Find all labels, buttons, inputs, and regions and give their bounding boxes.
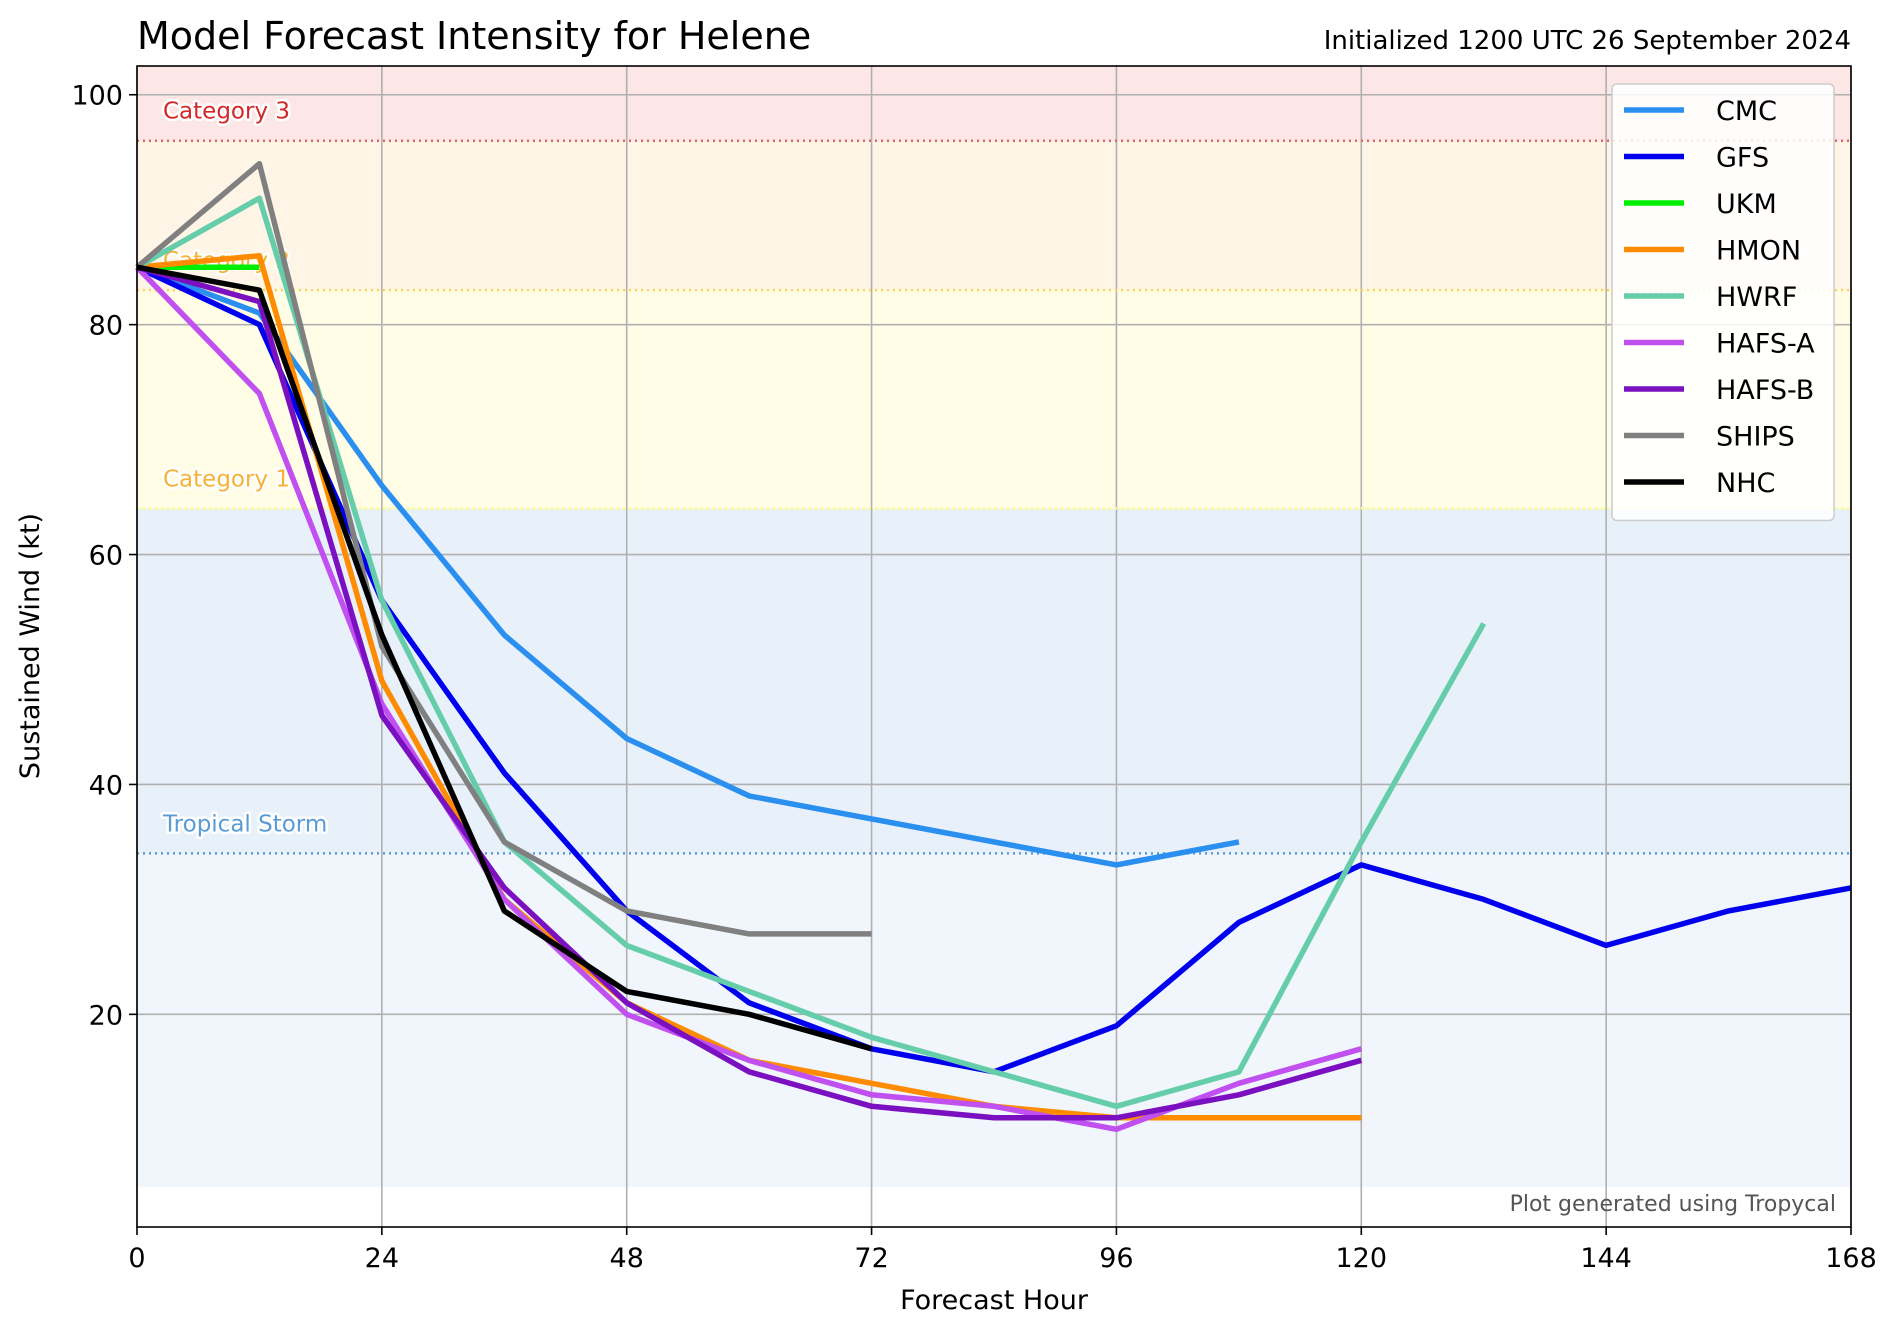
- series-line-nhc: [136, 264, 873, 1052]
- legend-label: CMC: [1716, 96, 1777, 127]
- legend-label: HAFS-B: [1716, 375, 1814, 406]
- x-axis-ticks: 0 24 48 72 96 120 144 168: [128, 1227, 1877, 1274]
- chart-subtitle: Initialized 1200 UTC 26 September 2024: [1324, 26, 1851, 56]
- series-line-hwrf: [135, 195, 1487, 1110]
- chart-title: Model Forecast Intensity for Helene: [137, 14, 811, 58]
- category-label: Tropical Storm: [162, 811, 327, 837]
- series-lines: [135, 160, 1852, 1133]
- band-3: [137, 140, 1851, 291]
- x-tick-label: 168: [1825, 1243, 1877, 1274]
- y-tick-label: 20: [89, 1000, 123, 1031]
- category-threshold-lines: [137, 139, 1851, 855]
- x-tick-label: 72: [854, 1243, 888, 1274]
- x-tick-label: 48: [610, 1243, 644, 1274]
- y-tick-label: 100: [71, 81, 123, 112]
- y-axis-ticks: 20 40 60 80 100: [71, 81, 137, 1031]
- series-line-hafs-b: [136, 264, 1363, 1121]
- legend-label: UKM: [1716, 189, 1777, 220]
- series-line-hafs-a: [135, 265, 1363, 1133]
- legend: CMC GFS UKM HMON HWRF HAFS-A HAFS-B SHIPS NHC: [1611, 83, 1835, 522]
- y-tick-label: 40: [89, 770, 123, 801]
- credit-text: Plot generated using Tropycal: [1510, 1192, 1836, 1217]
- x-tick-label: 24: [365, 1243, 399, 1274]
- x-tick-label: 0: [128, 1243, 145, 1274]
- x-tick-label: 120: [1336, 1243, 1388, 1274]
- legend-label: SHIPS: [1716, 422, 1795, 453]
- legend-label: HWRF: [1716, 282, 1797, 313]
- x-tick-label: 96: [1099, 1243, 1133, 1274]
- y-tick-label: 60: [89, 541, 123, 572]
- legend-label: HMON: [1716, 236, 1801, 267]
- band-0: [137, 853, 1851, 1187]
- legend-label: HAFS-A: [1716, 329, 1815, 360]
- x-axis-label: Forecast Hour: [900, 1285, 1089, 1316]
- band-1: [137, 508, 1851, 854]
- x-tick-label: 144: [1580, 1243, 1632, 1274]
- legend-label: NHC: [1716, 468, 1775, 499]
- y-tick-label: 80: [89, 311, 123, 342]
- intensity-bands: [137, 66, 1851, 1187]
- band-2: [137, 290, 1851, 509]
- category-label: Category 3: [163, 99, 290, 125]
- plot-frame: [136, 65, 1852, 1228]
- band-4: [137, 66, 1851, 141]
- y-axis-label: Sustained Wind (kt): [15, 513, 46, 779]
- category-label: Category 1: [163, 467, 290, 493]
- legend-label: GFS: [1716, 143, 1769, 174]
- series-line-ships: [135, 160, 872, 937]
- legend-box: [1611, 83, 1835, 522]
